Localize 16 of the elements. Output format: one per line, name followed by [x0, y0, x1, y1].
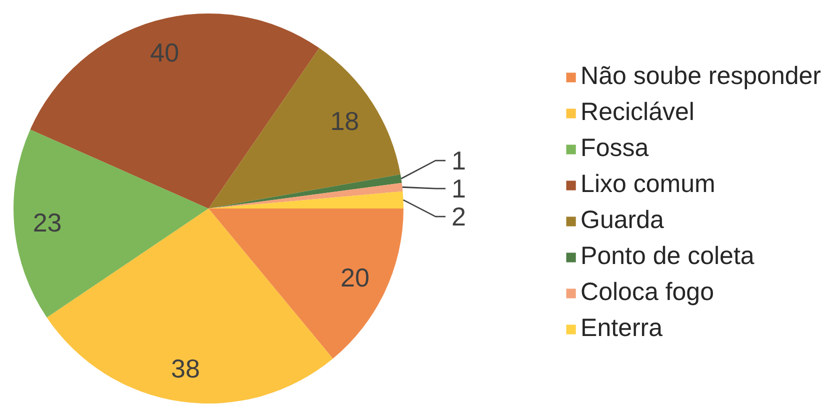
legend-label: Fossa — [580, 134, 649, 164]
legend-label: Coloca fogo — [580, 278, 714, 308]
data-label: 40 — [150, 38, 180, 68]
data-label: 18 — [330, 106, 360, 136]
legend-label: Lixo comum — [580, 170, 716, 200]
legend-label: Guarda — [580, 206, 664, 236]
data-label: 1 — [452, 146, 466, 176]
legend-label: Reciclável — [580, 98, 694, 128]
legend-label: Enterra — [580, 314, 663, 344]
data-label: 20 — [340, 262, 370, 292]
data-label: 38 — [171, 354, 200, 384]
data-label: 2 — [452, 202, 466, 232]
legend-label: Não soube responder — [580, 62, 821, 92]
data-label: 23 — [32, 208, 62, 238]
legend-label: Ponto de coleta — [580, 242, 754, 272]
data-label: 1 — [452, 174, 466, 204]
